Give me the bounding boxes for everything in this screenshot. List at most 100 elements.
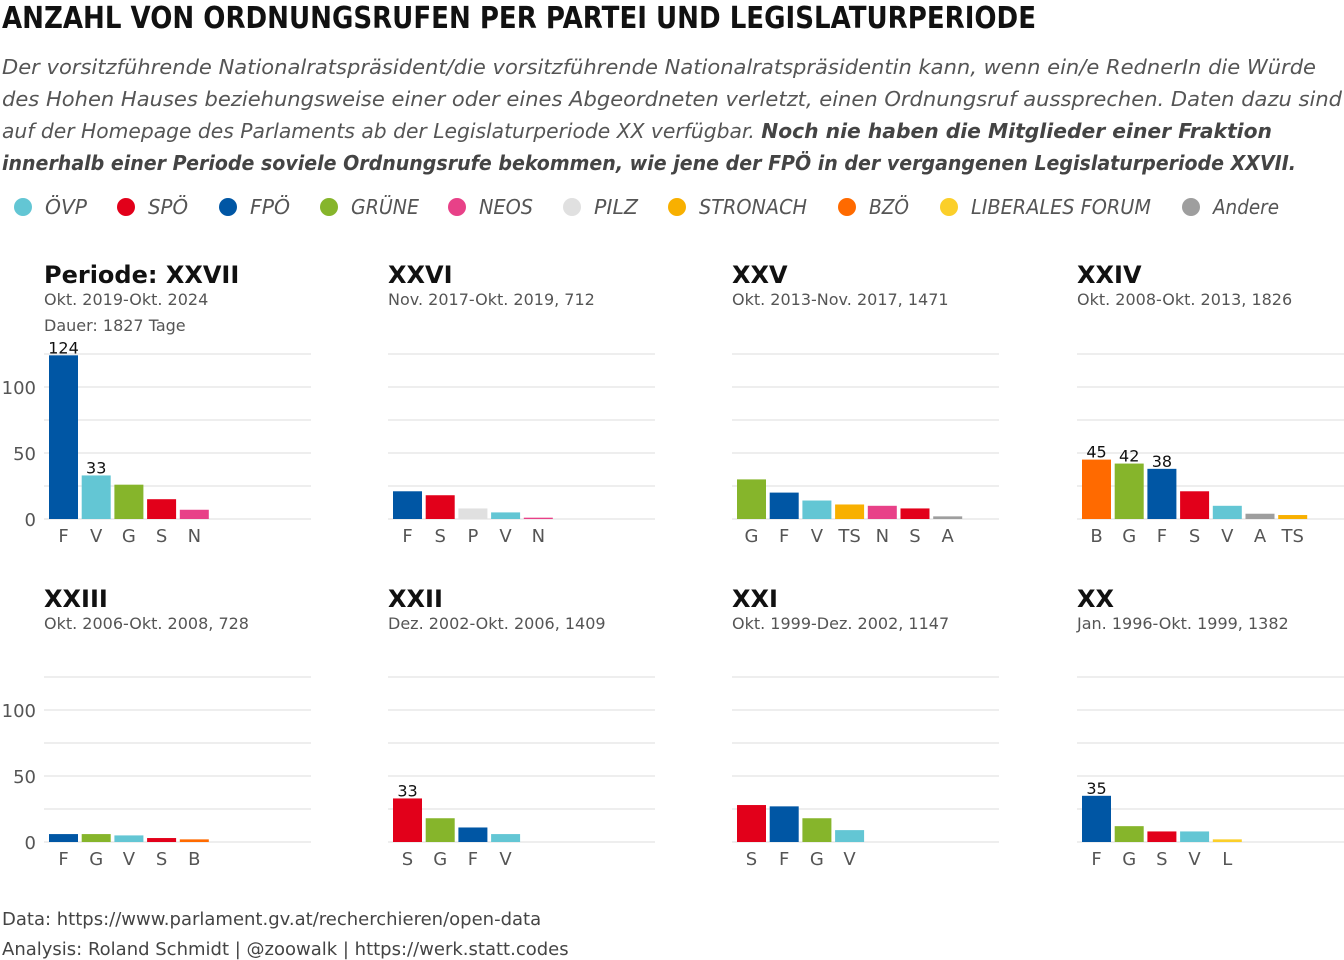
- legend-label: Andere: [1211, 195, 1279, 219]
- legend-swatch: [448, 198, 466, 216]
- legend-label: PILZ: [594, 195, 639, 219]
- x-tick-label: V: [90, 526, 103, 547]
- legend-swatch: [14, 198, 32, 216]
- x-tick-label: S: [156, 849, 167, 870]
- legend-label: LIBERALES FORUM: [971, 195, 1151, 219]
- bar: [802, 818, 832, 842]
- bar: [1147, 831, 1177, 842]
- facet-title: XXI: [732, 585, 778, 613]
- x-tick-label: A: [1254, 526, 1267, 547]
- x-tick-label: P: [467, 526, 478, 547]
- x-tick-label: G: [810, 849, 824, 870]
- bar: [458, 827, 488, 842]
- bar: [835, 830, 865, 842]
- bar-value-label: 45: [1086, 443, 1106, 462]
- legend-label: ÖVP: [45, 195, 88, 219]
- bar: [458, 508, 488, 519]
- x-tick-label: B: [1090, 526, 1102, 547]
- bar: [1114, 826, 1144, 842]
- bar: [49, 355, 78, 519]
- bar: [114, 484, 144, 519]
- subtitle-line: Der vorsitzführende Nationalratspräsiden…: [2, 55, 1316, 79]
- x-tick-label: V: [1221, 526, 1234, 547]
- facet-subtitle: Okt. 2006-Okt. 2008, 728: [44, 614, 249, 633]
- bar: [491, 512, 521, 519]
- caption-line: Data: https://www.parlament.gv.at/recher…: [2, 909, 541, 930]
- legend-item: LIBERALES FORUM: [940, 195, 1151, 219]
- bar: [1180, 831, 1210, 842]
- x-tick-label: L: [1222, 849, 1232, 870]
- x-tick-label: F: [402, 526, 412, 547]
- bar: [769, 806, 799, 842]
- legend-swatch: [563, 198, 581, 216]
- legend-swatch: [219, 198, 237, 216]
- legend-item: BZÖ: [838, 195, 909, 219]
- facet-subtitle: Okt. 2008-Okt. 2013, 1826: [1077, 290, 1292, 309]
- x-tick-label: N: [532, 526, 545, 547]
- bar: [147, 499, 177, 519]
- legend-item: SPÖ: [117, 195, 188, 219]
- x-tick-label: TS: [837, 526, 860, 547]
- bar: [523, 517, 553, 519]
- bar: [900, 508, 930, 519]
- facet-subtitle: Nov. 2017-Okt. 2019, 712: [388, 290, 595, 309]
- legend-label: SPÖ: [148, 195, 188, 219]
- legend-swatch: [940, 198, 958, 216]
- y-tick-label: 50: [13, 444, 36, 465]
- bar: [835, 504, 865, 519]
- x-tick-label: V: [499, 526, 512, 547]
- y-tick-label: 100: [2, 378, 36, 399]
- y-tick-label: 0: [25, 510, 36, 531]
- bar: [425, 818, 455, 842]
- x-tick-label: V: [1188, 849, 1201, 870]
- bar: [147, 838, 177, 842]
- bar-value-label: 33: [397, 781, 417, 800]
- legend-label: STRONACH: [699, 195, 807, 219]
- bar: [81, 834, 111, 842]
- bar: [933, 516, 963, 519]
- bar-value-label: 33: [86, 458, 106, 477]
- x-tick-label: V: [843, 849, 856, 870]
- x-tick-label: F: [58, 526, 68, 547]
- x-tick-label: N: [876, 526, 889, 547]
- legend-item: ÖVP: [14, 195, 88, 219]
- subtitle-line: auf der Homepage des Parlaments ab der L…: [2, 119, 1272, 143]
- subtitle-line: des Hohen Hauses beziehungsweise einer o…: [2, 87, 1342, 111]
- bar-value-label: 38: [1152, 452, 1172, 471]
- legend-item: GRÜNE: [320, 195, 419, 219]
- legend-label: GRÜNE: [351, 195, 419, 219]
- x-tick-label: F: [58, 849, 68, 870]
- x-tick-label: G: [745, 526, 759, 547]
- caption: Data: https://www.parlament.gv.at/recher…: [2, 909, 569, 960]
- bar: [1180, 491, 1210, 519]
- bar-value-label: 35: [1086, 779, 1106, 798]
- bar: [49, 834, 78, 842]
- x-tick-label: S: [1189, 526, 1200, 547]
- x-tick-label: G: [122, 526, 136, 547]
- legend-item: PILZ: [563, 195, 639, 219]
- legend-item: STRONACH: [668, 195, 807, 219]
- chart-subtitle: Der vorsitzführende Nationalratspräsiden…: [2, 55, 1342, 175]
- x-tick-label: G: [89, 849, 103, 870]
- facet-title: XXIV: [1077, 261, 1142, 289]
- bar: [737, 479, 766, 519]
- x-tick-label: S: [909, 526, 920, 547]
- facet-title: XXVI: [388, 261, 453, 289]
- x-tick-label: V: [811, 526, 824, 547]
- x-tick-label: V: [499, 849, 512, 870]
- facet-subtitle: Okt. 2019-Okt. 2024: [44, 290, 208, 309]
- facet-subtitle: Okt. 2013-Nov. 2017, 1471: [732, 290, 949, 309]
- x-tick-label: F: [779, 849, 789, 870]
- facet-subtitle: Dez. 2002-Okt. 2006, 1409: [388, 614, 606, 633]
- legend-swatch: [117, 198, 135, 216]
- x-tick-label: F: [468, 849, 478, 870]
- facet-subtitle: Jan. 1996-Okt. 1999, 1382: [1076, 614, 1289, 633]
